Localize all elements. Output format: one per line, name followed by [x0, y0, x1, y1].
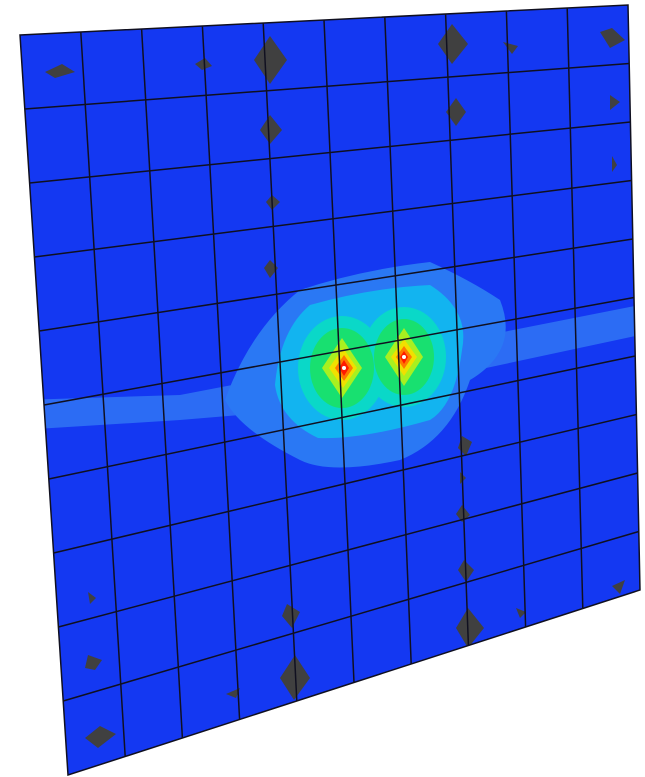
- patch: [266, 195, 280, 210]
- patch: [282, 604, 300, 628]
- patch: [45, 64, 75, 78]
- mesh-line: [384, 16, 412, 665]
- patch: [612, 156, 617, 172]
- patch: [260, 115, 282, 144]
- mesh-line: [444, 13, 470, 646]
- mesh-lines: [24, 7, 640, 757]
- patch: [456, 608, 484, 648]
- patch: [516, 608, 526, 618]
- contour-peak: [342, 366, 346, 370]
- patch: [88, 592, 96, 604]
- contour-peak: [402, 355, 406, 359]
- mesh-line: [505, 10, 527, 628]
- patch: [612, 580, 625, 594]
- mesh-line: [53, 413, 637, 554]
- plate-outline: [19, 4, 641, 777]
- mesh-line: [566, 7, 584, 609]
- mesh-line: [58, 472, 638, 628]
- patch: [195, 58, 212, 70]
- mesh-line: [48, 355, 636, 480]
- mesh-line: [43, 296, 635, 406]
- mesh-line: [62, 530, 640, 702]
- patch: [610, 95, 620, 110]
- patch: [600, 28, 625, 48]
- patch: [446, 98, 466, 126]
- patch: [226, 688, 240, 698]
- patch: [438, 24, 468, 64]
- patch: [254, 36, 287, 84]
- patch: [85, 655, 102, 670]
- plate-surface: [20, 5, 640, 775]
- patch: [85, 726, 116, 748]
